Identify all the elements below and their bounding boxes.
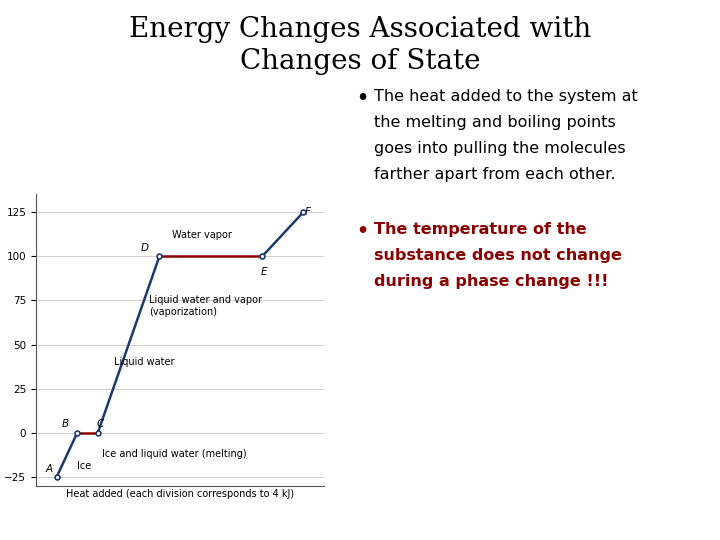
Text: D: D <box>141 242 149 253</box>
Text: C: C <box>96 420 104 429</box>
Text: F: F <box>305 207 310 217</box>
Text: farther apart from each other.: farther apart from each other. <box>374 167 616 182</box>
Text: •: • <box>356 89 369 108</box>
Text: B: B <box>61 420 68 429</box>
Text: The temperature of the: The temperature of the <box>374 222 587 238</box>
Text: the melting and boiling points: the melting and boiling points <box>374 115 616 130</box>
Text: goes into pulling the molecules: goes into pulling the molecules <box>374 141 626 156</box>
X-axis label: Heat added (each division corresponds to 4 kJ): Heat added (each division corresponds to… <box>66 489 294 499</box>
Text: Ice: Ice <box>77 461 91 471</box>
Text: E: E <box>261 267 268 277</box>
Text: during a phase change !!!: during a phase change !!! <box>374 274 609 289</box>
Text: Ice and liquid water (melting): Ice and liquid water (melting) <box>102 449 246 459</box>
Text: A: A <box>46 464 53 474</box>
Text: Energy Changes Associated with
Changes of State: Energy Changes Associated with Changes o… <box>129 16 591 76</box>
Text: Liquid water and vapor
(vaporization): Liquid water and vapor (vaporization) <box>149 295 262 317</box>
Text: substance does not change: substance does not change <box>374 248 622 264</box>
Text: The heat added to the system at: The heat added to the system at <box>374 89 638 104</box>
Text: Water vapor: Water vapor <box>172 230 232 240</box>
Text: Liquid water: Liquid water <box>114 357 175 367</box>
Text: •: • <box>356 222 369 241</box>
Y-axis label: Temperature (°C): Temperature (°C) <box>0 295 1 385</box>
